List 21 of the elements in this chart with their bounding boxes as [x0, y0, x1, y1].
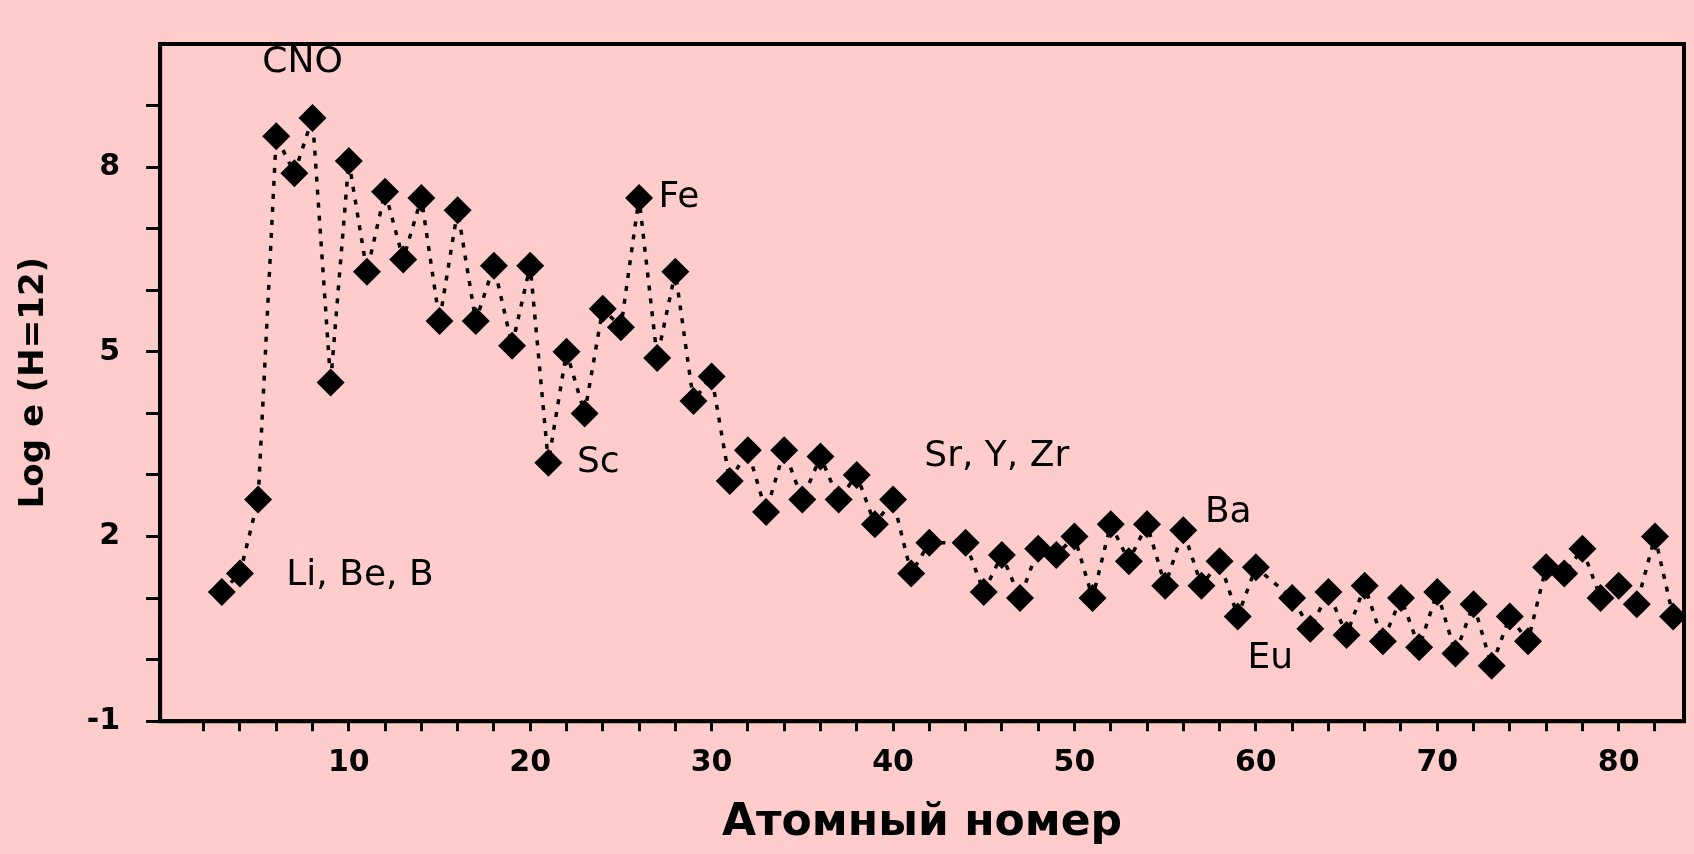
- annotation: Sc: [577, 438, 620, 480]
- y-tick-label: 8: [99, 146, 121, 182]
- x-tick-label: 20: [509, 743, 552, 778]
- y-tick-label: -1: [86, 701, 121, 736]
- annotation: Ba: [1204, 488, 1252, 530]
- y-axis-title: Log e (H=12): [11, 256, 52, 509]
- annotation: CNO: [262, 39, 343, 81]
- x-tick-label: 80: [1597, 743, 1640, 778]
- y-tick-label: 2: [99, 516, 121, 552]
- annotation: Li, Be, B: [286, 551, 434, 593]
- x-tick-label: 10: [327, 743, 370, 778]
- x-tick-label: 40: [872, 743, 914, 778]
- x-tick-label: 30: [690, 743, 733, 778]
- x-tick-label: 70: [1416, 743, 1459, 778]
- y-tick-label: 5: [99, 331, 121, 367]
- x-tick-label: 60: [1234, 743, 1277, 778]
- annotation: Fe: [658, 174, 700, 216]
- x-tick-label: 50: [1053, 743, 1096, 778]
- annotation: Eu: [1247, 635, 1294, 677]
- x-axis-title: Атомный номер: [722, 794, 1123, 846]
- annotation: Sr, Y, Zr: [924, 433, 1070, 475]
